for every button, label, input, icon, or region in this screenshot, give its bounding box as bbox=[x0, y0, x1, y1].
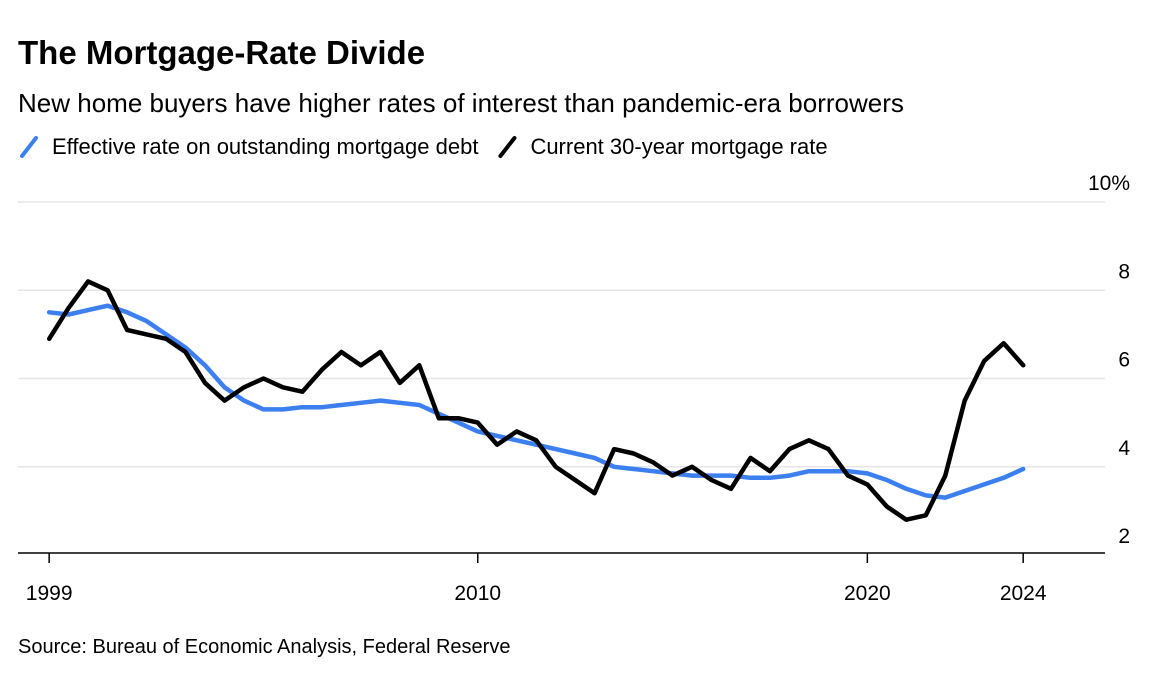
y-tick-label: 8 bbox=[1118, 260, 1130, 283]
y-tick-label: 2 bbox=[1118, 525, 1130, 548]
legend-swatch bbox=[20, 136, 38, 158]
y-tick-label: 6 bbox=[1118, 349, 1130, 372]
y-tick-label: 4 bbox=[1118, 437, 1130, 460]
x-tick-label: 1999 bbox=[26, 582, 73, 605]
series-line bbox=[46, 303, 1026, 500]
x-tick-label: 2020 bbox=[844, 582, 891, 605]
legend-swatch bbox=[498, 136, 517, 158]
legend-label: Current 30-year mortgage rate bbox=[530, 134, 827, 159]
series-line bbox=[46, 279, 1026, 522]
x-tick-label: 2024 bbox=[1000, 582, 1047, 605]
legend-label: Effective rate on outstanding mortgage d… bbox=[52, 134, 478, 159]
chart-title: The Mortgage-Rate Divide bbox=[18, 34, 425, 71]
source: Source: Bureau of Economic Analysis, Fed… bbox=[18, 636, 510, 658]
x-tick-label: 2010 bbox=[454, 582, 501, 605]
y-tick-label: 10% bbox=[1088, 172, 1130, 195]
chart-subtitle: New home buyers have higher rates of int… bbox=[18, 88, 904, 118]
